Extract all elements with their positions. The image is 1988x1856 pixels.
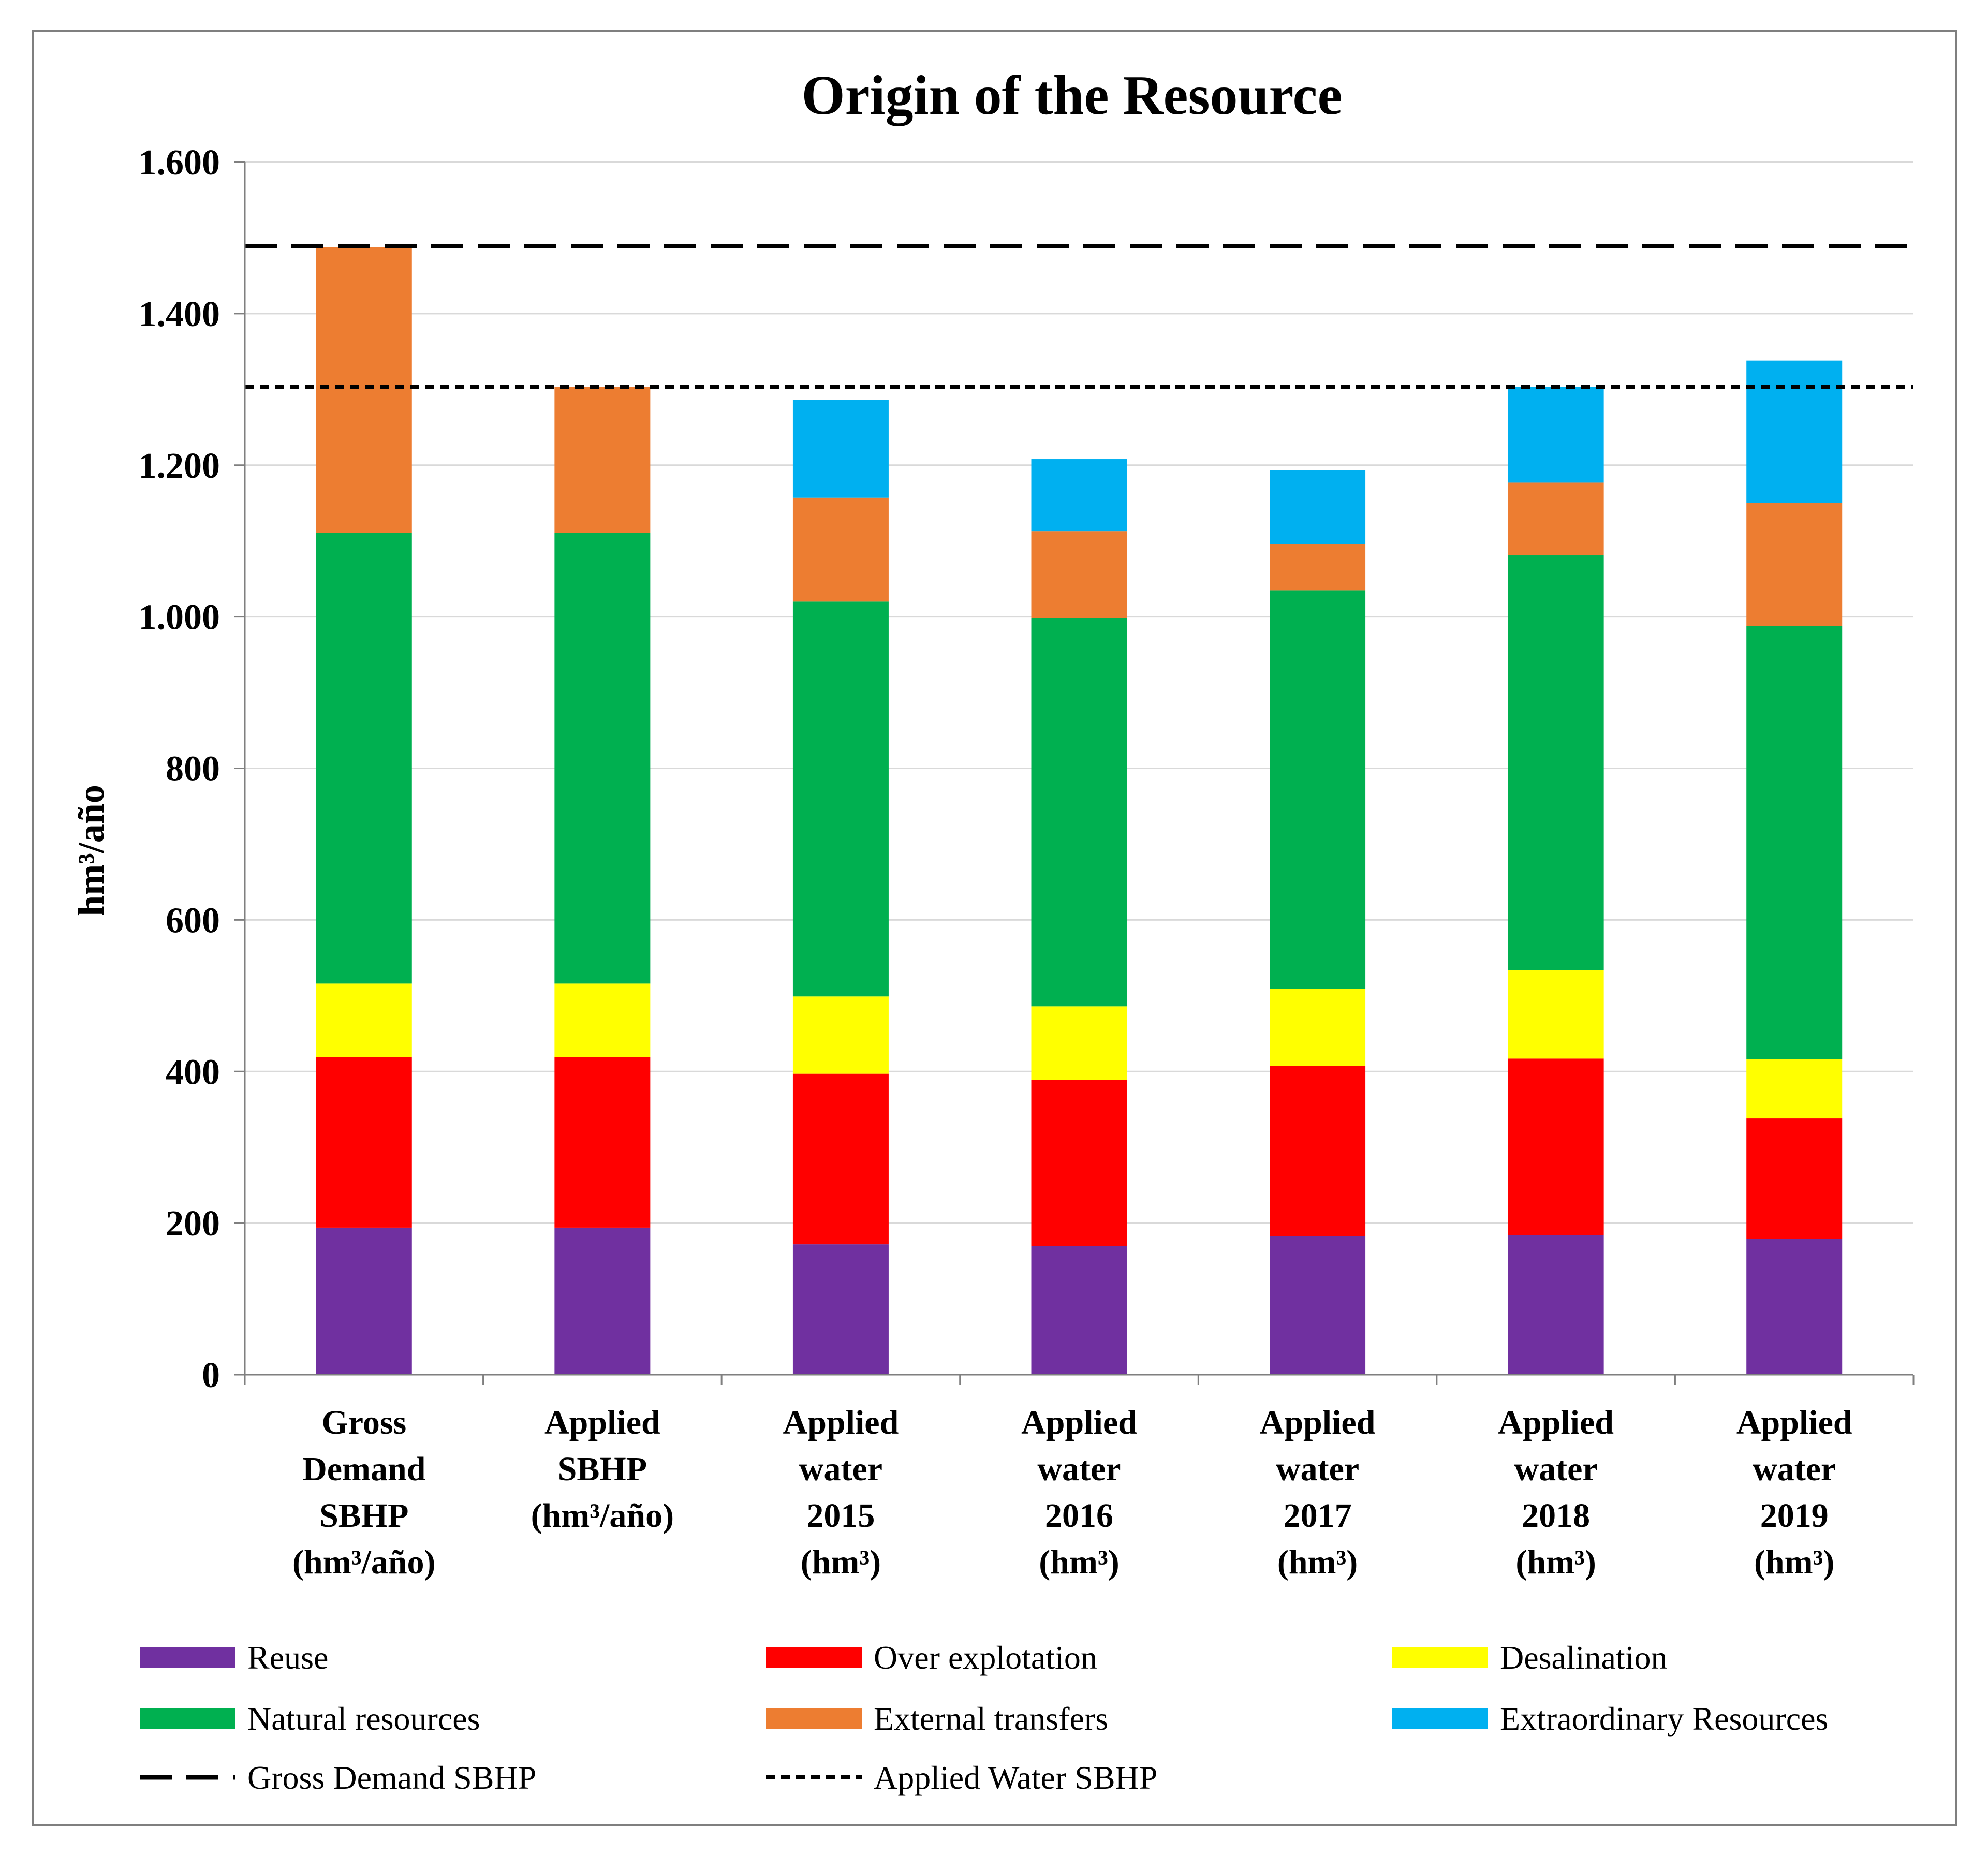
bar-segment — [1508, 970, 1604, 1059]
x-tick-label: Gross Demand SBHP (hm³/año) — [292, 1404, 435, 1581]
bar-segment — [1508, 482, 1604, 556]
y-tick-label: 800 — [166, 749, 220, 789]
bar-segment — [554, 1057, 651, 1228]
bar-segment — [1031, 618, 1127, 1007]
bar-segment — [1270, 1066, 1366, 1236]
y-tick-label: 0 — [202, 1356, 220, 1395]
bar-segment — [1031, 459, 1127, 532]
bar-segment — [792, 601, 889, 997]
x-tick-label: Applied water 2018 (hm³) — [1498, 1404, 1614, 1581]
y-tick-label: 200 — [166, 1204, 220, 1244]
legend-label: Gross Demand SBHP — [247, 1759, 536, 1796]
bar-segment — [316, 1057, 412, 1228]
x-tick-label: Applied water 2019 (hm³) — [1736, 1404, 1852, 1581]
x-tick-label: Applied SBHP (hm³/año) — [531, 1404, 674, 1535]
bar-segment — [1031, 531, 1127, 618]
x-tick-label: Applied water 2017 (hm³) — [1260, 1404, 1376, 1581]
bar-segment — [554, 387, 651, 533]
bar-segment — [1270, 989, 1366, 1066]
legend-swatch — [1392, 1708, 1488, 1729]
bar-segment — [1031, 1080, 1127, 1246]
legend-swatch — [140, 1708, 235, 1729]
bar-segment — [1508, 387, 1604, 483]
bar-segment — [1746, 1118, 1843, 1239]
bar-segment — [316, 247, 412, 533]
bar-segment — [554, 533, 651, 984]
axes: 0 200 400 600 800 1.000 1.200 1.400 1.600 — [139, 143, 1915, 1395]
bar-segment — [1031, 1006, 1127, 1080]
bar-segment — [316, 533, 412, 984]
bar-segment — [1746, 1239, 1843, 1375]
legend-label: External transfers — [874, 1700, 1108, 1737]
bar-segment — [1746, 1059, 1843, 1119]
legend: Reuse Over explotation Desalination Natural… — [140, 1639, 1828, 1796]
bar-segment — [792, 1073, 889, 1245]
legend-swatch — [140, 1647, 235, 1668]
bar-segment — [554, 983, 651, 1057]
bar-segment — [1746, 503, 1843, 626]
legend-label: Over explotation — [874, 1639, 1097, 1676]
bar-segment — [792, 1244, 889, 1375]
bar-segment — [1270, 470, 1366, 544]
legend-label: Natural resources — [247, 1700, 480, 1737]
bar-segment — [1270, 1236, 1366, 1375]
bar-segment — [554, 1227, 651, 1375]
legend-swatch — [766, 1708, 862, 1729]
bars — [316, 247, 1843, 1375]
legend-label: Extraordinary Resources — [1500, 1700, 1828, 1737]
y-tick-label: 1.600 — [139, 143, 220, 183]
y-tick-label: 1.200 — [139, 446, 220, 486]
bar-segment — [1031, 1246, 1127, 1375]
legend-label: Desalination — [1500, 1639, 1667, 1676]
y-axis-label: hm³/año — [70, 785, 112, 916]
bar-segment — [792, 400, 889, 498]
bar-segment — [1270, 544, 1366, 591]
bar-segment — [1270, 590, 1366, 989]
legend-label: Applied Water SBHP — [874, 1759, 1157, 1796]
bar-segment — [1508, 555, 1604, 970]
chart-title: Origin of the Resource — [802, 65, 1343, 126]
bar-segment — [792, 497, 889, 602]
bar-segment — [1508, 1058, 1604, 1235]
bar-segment — [1746, 626, 1843, 1059]
legend-swatch — [766, 1647, 862, 1668]
y-tick-label: 600 — [166, 901, 220, 940]
bar-segment — [316, 983, 412, 1057]
x-tick-label: Applied water 2016 (hm³) — [1021, 1404, 1137, 1581]
bar-segment — [792, 996, 889, 1074]
bar-segment — [316, 1227, 412, 1375]
y-tick-label: 1.400 — [139, 294, 220, 334]
x-tick-label: Applied water 2015 (hm³) — [783, 1404, 899, 1581]
bar-segment — [1746, 360, 1843, 503]
x-tick-labels: Gross Demand SBHP (hm³/año) Applied SBHP (hm³/… — [292, 1404, 1852, 1581]
reference-lines — [245, 244, 1913, 389]
bar-segment — [1508, 1235, 1604, 1375]
legend-swatch — [1392, 1647, 1488, 1668]
y-tick-label: 400 — [166, 1052, 220, 1092]
y-tick-label: 1.000 — [139, 598, 220, 638]
legend-label: Reuse — [247, 1639, 328, 1676]
